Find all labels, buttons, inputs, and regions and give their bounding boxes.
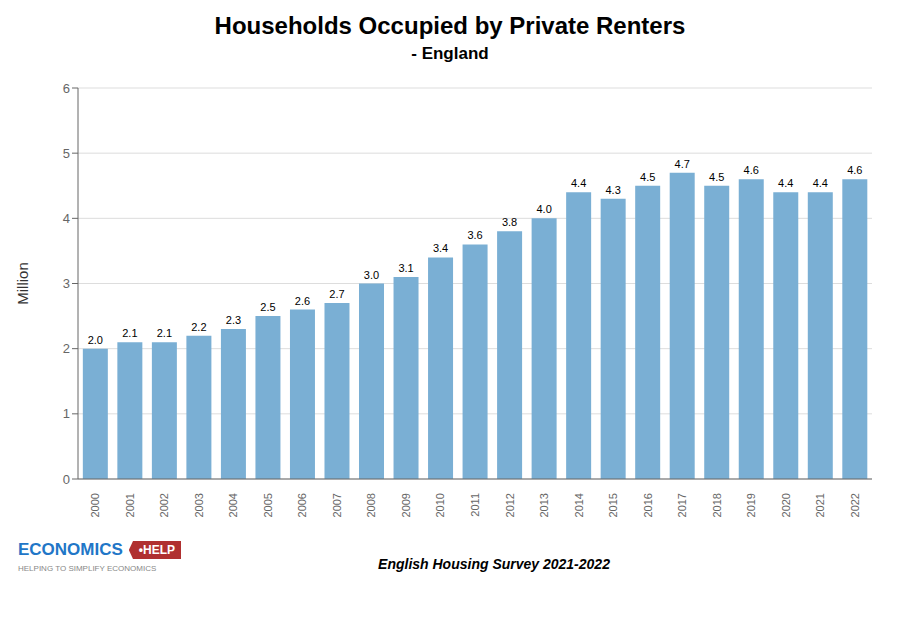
html-text:Households Occupied by Private: Households Occupied by Private Renters xyxy=(214,12,686,39)
svg-text:3: 3 xyxy=(63,276,70,291)
svg-text:2010: 2010 xyxy=(434,493,446,517)
svg-text:1: 1 xyxy=(63,406,70,421)
svg-text:2001: 2001 xyxy=(124,493,136,517)
svg-text:4.0: 4.0 xyxy=(536,203,551,215)
svg-text:2015: 2015 xyxy=(607,493,619,517)
svg-text:6: 6 xyxy=(63,81,70,96)
svg-text:2.2: 2.2 xyxy=(191,321,206,333)
html-text:- England: - England xyxy=(411,44,489,63)
svg-text:4.5: 4.5 xyxy=(709,171,724,183)
svg-text:3.8: 3.8 xyxy=(502,216,517,228)
svg-text:2008: 2008 xyxy=(365,493,377,517)
svg-text:4.5: 4.5 xyxy=(640,171,655,183)
svg-text:2004: 2004 xyxy=(227,493,239,517)
svg-text:2011: 2011 xyxy=(469,493,481,517)
svg-text:3.6: 3.6 xyxy=(467,229,482,241)
svg-text:2022: 2022 xyxy=(849,493,861,517)
svg-text:0: 0 xyxy=(63,472,70,487)
svg-text:2.7: 2.7 xyxy=(329,288,344,300)
svg-text:2002: 2002 xyxy=(158,493,170,517)
html-text:•HELP: •HELP xyxy=(138,543,176,557)
svg-text:2000: 2000 xyxy=(89,493,101,517)
svg-text:2007: 2007 xyxy=(331,493,343,517)
svg-text:4.4: 4.4 xyxy=(571,177,586,189)
svg-text:2018: 2018 xyxy=(711,493,723,517)
svg-text:2017: 2017 xyxy=(676,493,688,517)
svg-text:4.3: 4.3 xyxy=(606,184,621,196)
svg-text:2020: 2020 xyxy=(780,493,792,517)
html-text:ECONOMICS: ECONOMICS xyxy=(18,540,123,559)
svg-text:2019: 2019 xyxy=(745,493,757,517)
svg-text:2.1: 2.1 xyxy=(122,327,137,339)
html-text:English Housing Survey 2021-20: English Housing Survey 2021-2022 xyxy=(378,556,610,572)
html-text:HELPING TO SIMPLIFY ECONOMICS: HELPING TO SIMPLIFY ECONOMICS xyxy=(18,564,157,573)
svg-text:2.3: 2.3 xyxy=(226,314,241,326)
svg-text:2.1: 2.1 xyxy=(157,327,172,339)
svg-text:4.6: 4.6 xyxy=(744,164,759,176)
svg-text:2009: 2009 xyxy=(400,493,412,517)
svg-text:2016: 2016 xyxy=(642,493,654,517)
svg-text:4.6: 4.6 xyxy=(847,164,862,176)
svg-text:Million: Million xyxy=(14,262,31,305)
svg-text:4.4: 4.4 xyxy=(813,177,828,189)
svg-text:2021: 2021 xyxy=(814,493,826,517)
svg-text:2014: 2014 xyxy=(573,493,585,517)
svg-text:2013: 2013 xyxy=(538,493,550,517)
svg-text:2005: 2005 xyxy=(262,493,274,517)
svg-text:2003: 2003 xyxy=(193,493,205,517)
svg-text:3.0: 3.0 xyxy=(364,269,379,281)
svg-text:2: 2 xyxy=(63,341,70,356)
svg-text:4: 4 xyxy=(63,211,70,226)
svg-text:2006: 2006 xyxy=(296,493,308,517)
svg-text:2.0: 2.0 xyxy=(88,334,103,346)
svg-text:3.4: 3.4 xyxy=(433,242,448,254)
svg-text:3.1: 3.1 xyxy=(398,262,413,274)
svg-text:5: 5 xyxy=(63,146,70,161)
svg-text:2012: 2012 xyxy=(504,493,516,517)
svg-text:2.6: 2.6 xyxy=(295,295,310,307)
svg-text:2.5: 2.5 xyxy=(260,301,275,313)
svg-text:4.7: 4.7 xyxy=(675,158,690,170)
svg-text:4.4: 4.4 xyxy=(778,177,793,189)
